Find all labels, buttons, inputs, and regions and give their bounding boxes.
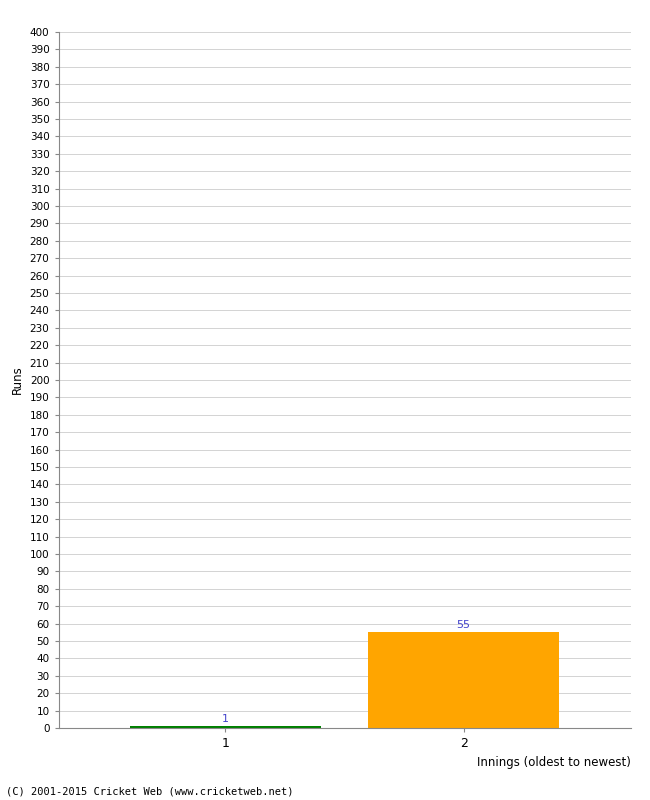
X-axis label: Innings (oldest to newest): Innings (oldest to newest) [476,755,630,769]
Bar [369,632,559,728]
Bar [130,726,320,728]
Text: 1: 1 [222,714,229,724]
Y-axis label: Runs: Runs [11,366,24,394]
Text: (C) 2001-2015 Cricket Web (www.cricketweb.net): (C) 2001-2015 Cricket Web (www.cricketwe… [6,786,294,796]
Text: 55: 55 [457,620,471,630]
